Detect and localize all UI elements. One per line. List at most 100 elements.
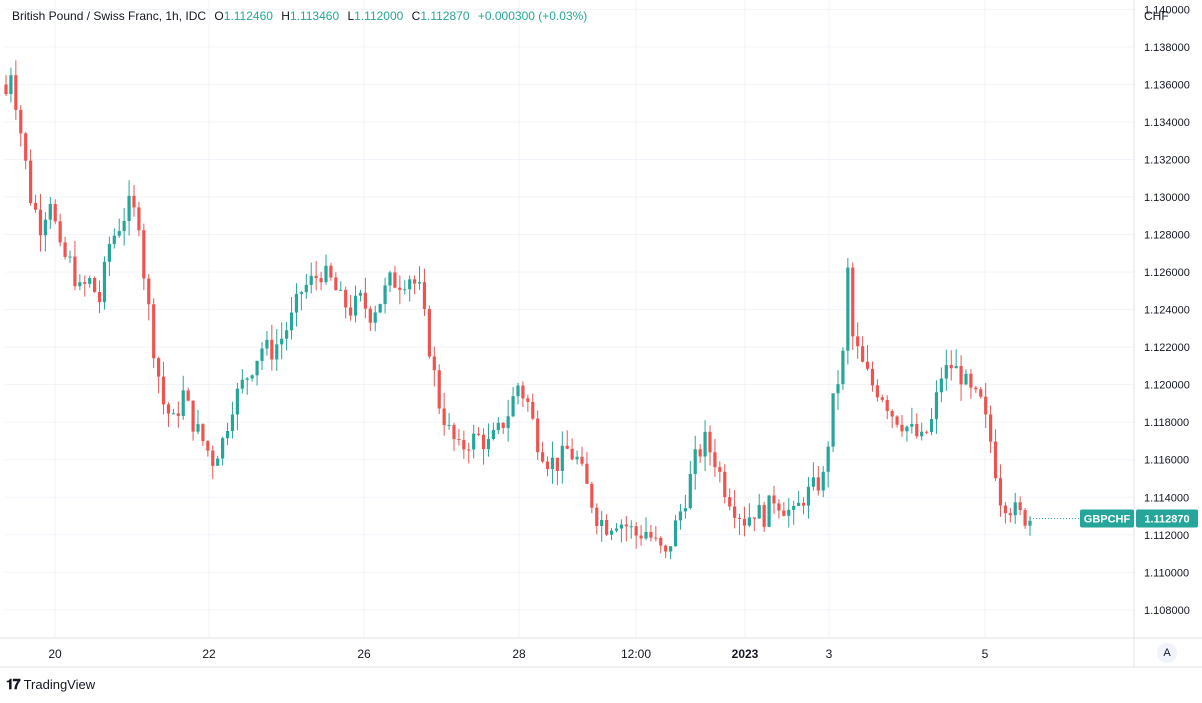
candle [890, 409, 894, 429]
price-axis-label: 1.114000 [1144, 492, 1189, 504]
candle [383, 277, 387, 314]
price-tag-symbol-bg [1080, 509, 1134, 528]
candle [1018, 496, 1022, 516]
candle [920, 422, 924, 441]
candle [590, 481, 594, 514]
legend-open: 1.112460 [223, 9, 273, 23]
time-axis-label: 12:00 [621, 647, 651, 661]
candle [289, 297, 294, 340]
candle [531, 393, 535, 421]
candle [53, 199, 57, 225]
price-scale-currency[interactable]: CHF [1144, 9, 1169, 23]
candle [713, 438, 717, 477]
candle [329, 262, 333, 281]
legend-open-label: O [214, 9, 224, 23]
candle [157, 356, 161, 394]
legend-low-label: L [347, 9, 355, 23]
candle [142, 223, 146, 291]
candle [733, 489, 737, 529]
candle [19, 105, 23, 147]
candle [353, 285, 358, 323]
candle [728, 488, 732, 511]
candle [737, 513, 742, 535]
candle [422, 268, 427, 316]
price-axis-label: 1.116000 [1144, 455, 1189, 467]
candle [792, 500, 796, 525]
last-price-tag: GBPCHF 1.112870 [1030, 509, 1198, 528]
candle [161, 361, 166, 415]
candle [398, 275, 402, 305]
candle [171, 408, 175, 415]
candle [83, 275, 87, 297]
candle [880, 394, 884, 403]
candle [112, 228, 116, 249]
candle [846, 258, 850, 365]
price-axis-label: 1.108000 [1144, 605, 1190, 617]
candle [117, 218, 121, 238]
candle [501, 421, 505, 434]
candle [191, 400, 195, 441]
candle [358, 289, 363, 302]
candle [152, 298, 156, 369]
candle [107, 236, 111, 276]
chart-legend: British Pound / Swiss Franc, 1h, IDC O1.… [12, 9, 587, 23]
candle [4, 74, 8, 96]
candle [216, 455, 220, 466]
candle [1013, 492, 1017, 524]
candle [408, 275, 412, 302]
price-axis-label: 1.134000 [1144, 117, 1190, 129]
price-axis-label: 1.126000 [1144, 267, 1190, 279]
candle [63, 236, 67, 260]
candle [861, 336, 865, 363]
candle [132, 185, 136, 217]
candle [875, 379, 879, 402]
candle [600, 511, 604, 542]
tradingview-logo-text: TradingView [23, 677, 96, 692]
price-axis-label: 1.140000 [1144, 4, 1190, 16]
candle [772, 485, 776, 514]
candle [221, 436, 225, 466]
candle [757, 493, 761, 519]
legend-close-label: C [411, 9, 421, 23]
candle [545, 456, 550, 477]
candle [201, 423, 205, 446]
candle [555, 457, 559, 486]
candle [984, 383, 988, 428]
candle [939, 367, 943, 402]
candle [58, 213, 62, 247]
candle [925, 430, 929, 435]
legend-high: 1.113460 [289, 9, 340, 23]
candle [536, 410, 540, 460]
candle [240, 368, 244, 394]
candle [334, 272, 338, 291]
candle [831, 393, 835, 452]
candle [521, 381, 525, 408]
price-axis-label: 1.130000 [1144, 192, 1190, 204]
candle [176, 401, 180, 428]
candle [265, 330, 269, 356]
candle [856, 322, 860, 359]
candle [255, 360, 259, 386]
candle [378, 303, 382, 314]
candle [250, 374, 254, 382]
candle [363, 277, 367, 319]
candle [388, 270, 392, 293]
candle [998, 464, 1003, 517]
tradingview-logo[interactable]: 𝟏𝟕 TradingView [6, 676, 95, 693]
candle [294, 283, 299, 327]
legend-symbol[interactable]: British Pound / Swiss Franc, 1h, IDC [12, 9, 207, 23]
candle [506, 399, 510, 442]
candle [1023, 508, 1027, 529]
candle [659, 536, 663, 554]
candle [560, 431, 564, 484]
axes [0, 0, 1202, 668]
candle [634, 521, 638, 549]
candle [373, 305, 377, 332]
auto-scale-button[interactable]: A [1157, 643, 1177, 663]
candle [688, 461, 692, 510]
candle [851, 262, 855, 351]
candle [797, 491, 801, 507]
candle [339, 281, 343, 291]
